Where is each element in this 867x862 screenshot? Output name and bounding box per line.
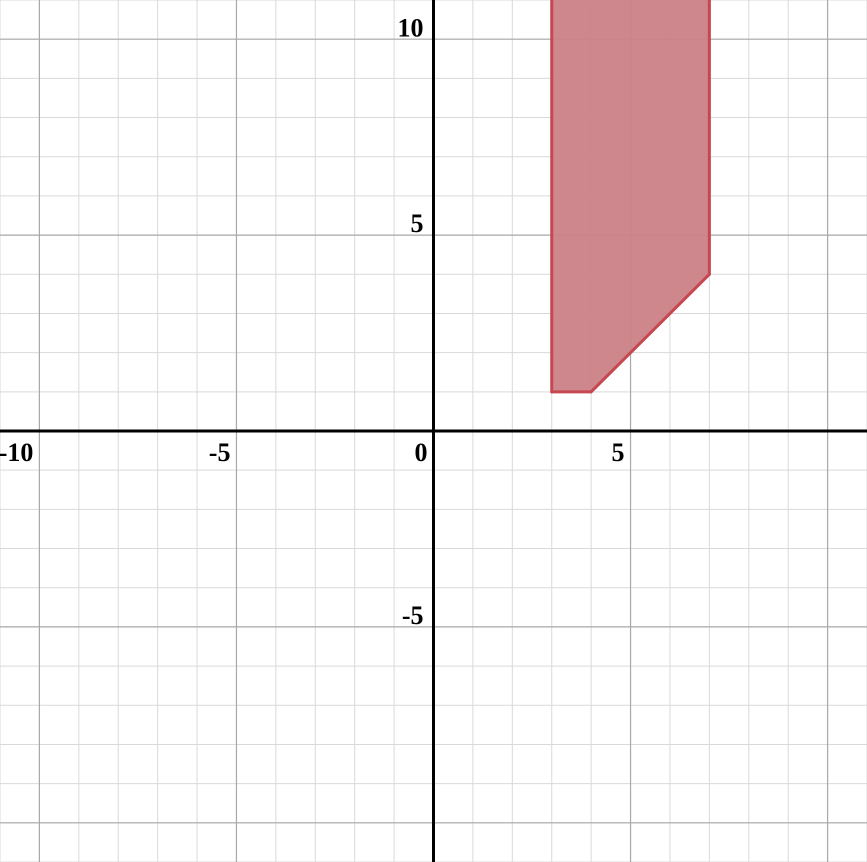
- x-tick-label: 0: [415, 438, 428, 467]
- y-tick-label: -5: [402, 601, 424, 630]
- x-tick-label: 5: [612, 438, 625, 467]
- coordinate-plane-chart: -10 -5 0 5 10 5 -5: [0, 0, 867, 862]
- x-tick-label: -10: [0, 438, 33, 467]
- y-tick-label: 5: [411, 209, 424, 238]
- x-tick-label: -5: [209, 438, 231, 467]
- y-tick-label: 10: [398, 13, 424, 42]
